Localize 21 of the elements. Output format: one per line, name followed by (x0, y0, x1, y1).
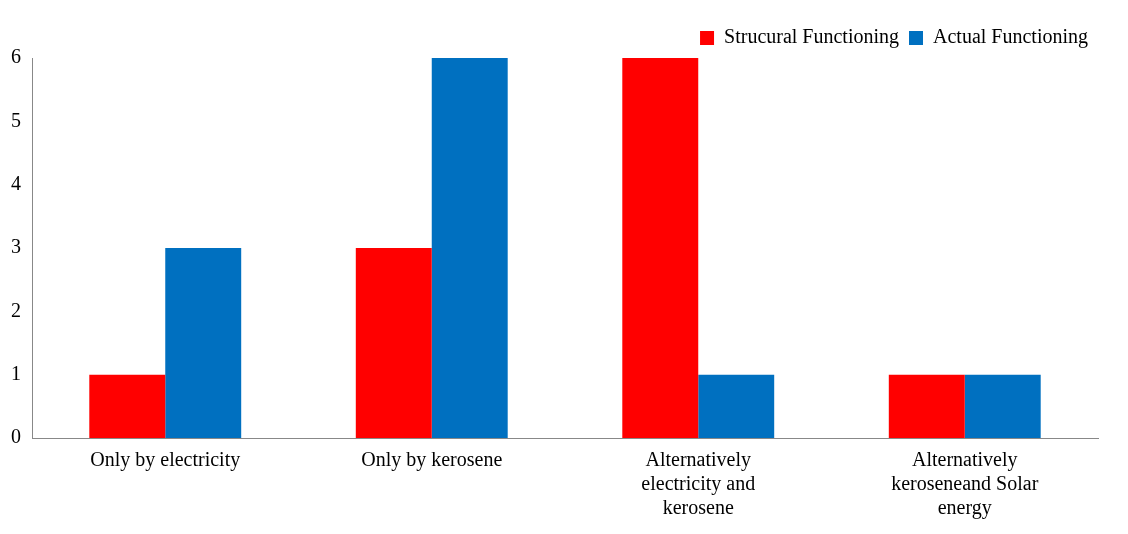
y-tick-label: 0 (11, 425, 21, 448)
bar (622, 58, 699, 438)
y-tick-label: 2 (11, 298, 21, 321)
x-tick-label: Only by electricity (90, 448, 241, 472)
bar (698, 374, 775, 438)
x-tick-label: Alternatively electricity and kerosene (641, 448, 756, 519)
y-tick-label: 1 (11, 361, 21, 384)
y-tick-label: 4 (11, 171, 21, 194)
x-tick-label: Alternatively keroseneand Solar energy (891, 448, 1039, 520)
y-tick-label: 3 (11, 235, 21, 258)
y-tick-label: 5 (11, 108, 21, 131)
y-tick-label: 6 (11, 45, 21, 68)
bar (89, 374, 166, 438)
bar (964, 374, 1041, 438)
bar (888, 374, 965, 438)
legend-label: Strucural Functioning (724, 25, 900, 49)
bar (165, 248, 242, 438)
legend-label: Actual Functioning (933, 25, 1088, 49)
bar (431, 58, 508, 438)
bar (355, 248, 432, 438)
x-tick-label: Only by kerosene (361, 448, 503, 472)
